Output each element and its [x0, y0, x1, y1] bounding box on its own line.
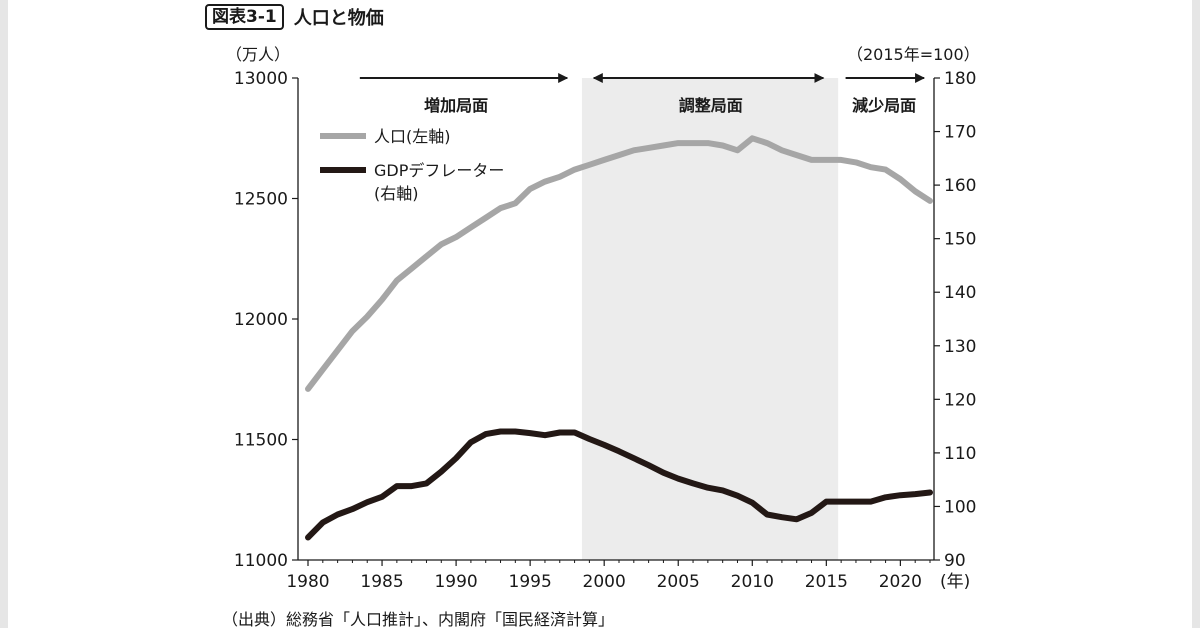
phase-label-2: 減少局面 [852, 96, 916, 115]
y-right-tick-label: 150 [944, 230, 976, 250]
x-tick-label: 1995 [509, 572, 552, 592]
legend-swatch-population [320, 133, 366, 139]
x-tick-label: 2000 [583, 572, 626, 592]
y-right-tick-label: 160 [944, 176, 976, 196]
y-right-unit-label: （2015年=100） [847, 45, 980, 64]
y-left-tick-label: 13000 [234, 69, 288, 89]
y-right-tick-label: 120 [944, 390, 976, 410]
legend-swatch-deflator [320, 167, 366, 173]
y-right-tick-label: 130 [944, 337, 976, 357]
phase-label-1: 調整局面 [679, 96, 743, 115]
x-tick-label: 2020 [879, 572, 922, 592]
y-left-tick-label: 11500 [234, 431, 288, 451]
source-note: （出典）総務省「人口推計」、内閣府「国民経済計算」 [222, 606, 614, 630]
x-tick-label: 2005 [657, 572, 700, 592]
phase-label-0: 増加局面 [424, 96, 488, 115]
y-right-tick-label: 140 [944, 283, 976, 303]
y-left-tick-label: 11000 [234, 551, 288, 571]
x-tick-label: 2010 [731, 572, 774, 592]
y-left-tick-label: 12000 [234, 310, 288, 330]
x-tick-label: 1990 [434, 572, 477, 592]
y-right-tick-label: 100 [944, 497, 976, 517]
y-right-tick-label: 110 [944, 444, 976, 464]
x-tick-label: 1980 [286, 572, 329, 592]
legend-label-population: 人口(左軸) [374, 127, 451, 146]
x-tick-label: 1985 [360, 572, 403, 592]
legend-label-deflator: GDPデフレーター [374, 161, 504, 180]
y-right-tick-label: 170 [944, 123, 976, 143]
x-tick-label: 2015 [805, 572, 848, 592]
x-unit-label: (年) [940, 572, 970, 592]
legend-label-deflator-axis: (右軸) [374, 184, 419, 203]
y-left-tick-label: 12500 [234, 190, 288, 210]
y-right-tick-label: 90 [944, 551, 966, 571]
y-right-tick-label: 180 [944, 69, 976, 89]
y-left-unit-label: （万人） [226, 45, 290, 64]
